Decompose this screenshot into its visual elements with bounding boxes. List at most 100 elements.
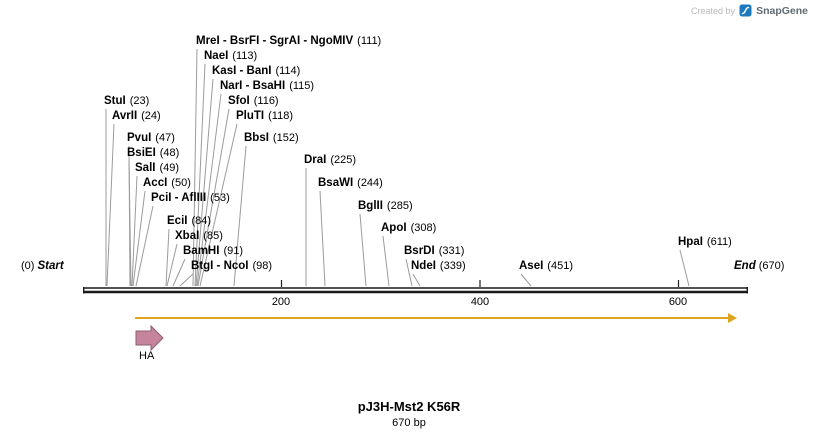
enzyme-position: (23) (129, 95, 150, 107)
enzyme-position: (115) (289, 80, 315, 92)
leader-line (132, 190, 146, 287)
leader-line (135, 205, 154, 287)
enzyme-label-sfoi[interactable]: SfoI (116) (228, 95, 279, 108)
leader-line (679, 249, 690, 287)
enzyme-position: (50) (171, 177, 191, 189)
leader-line (131, 175, 138, 287)
enzyme-name: NaeI (204, 50, 229, 62)
enzyme-position: (308) (410, 222, 437, 234)
enzyme-name: BtgI - NcoI (191, 260, 249, 272)
leader-line (359, 213, 367, 287)
enzyme-label-bamhi[interactable]: BamHI (91) (183, 245, 243, 258)
end-position: (670) (758, 260, 785, 272)
enzyme-label-drai[interactable]: DraI (225) (304, 154, 356, 167)
enzyme-name: AseI (519, 260, 544, 272)
leader-line (165, 228, 170, 287)
enzyme-name: NarI - BsaHI (220, 80, 286, 92)
enzyme-label-stui[interactable]: StuI (23) (104, 95, 149, 108)
enzyme-name: AvrII (112, 110, 138, 122)
tick-label-400: 400 (470, 296, 490, 308)
snapgene-brand-text: SnapGene (756, 4, 808, 17)
enzyme-label-xbai[interactable]: XbaI (85) (175, 230, 223, 243)
leader-line (128, 160, 132, 287)
leader-line (106, 123, 115, 287)
enzyme-label-hpai[interactable]: HpaI (611) (678, 236, 732, 249)
enzyme-label-bsawi[interactable]: BsaWI (244) (318, 177, 383, 190)
start-position: (0) (21, 260, 35, 272)
tick-label-600: 600 (668, 296, 688, 308)
title-block: pJ3H-Mst2 K56R 670 bp (0, 399, 818, 430)
enzyme-name: NdeI (411, 260, 436, 272)
enzyme-label-pvui[interactable]: PvuI (47) (127, 132, 175, 145)
enzyme-label-ecii[interactable]: EciI (84) (167, 215, 211, 228)
leader-line (196, 93, 222, 287)
enzyme-position: (111) (357, 35, 382, 47)
enzyme-label-apoi[interactable]: ApoI (308) (381, 222, 436, 235)
snapgene-watermark: Created by SnapGene (691, 4, 808, 17)
enzyme-position: (98) (252, 260, 273, 272)
enzyme-name: XbaI (175, 230, 200, 242)
enzyme-position: (118) (268, 110, 293, 122)
enzyme-label-avrii[interactable]: AvrII (24) (112, 110, 161, 123)
enzyme-name: EciI (167, 215, 188, 227)
enzyme-position: (48) (159, 147, 180, 159)
enzyme-label-bglii[interactable]: BglII (285) (358, 200, 413, 213)
enzyme-name: SfoI (228, 95, 250, 107)
map-start-label: (0) Start (18, 260, 64, 273)
enzyme-label-pcii-afliii[interactable]: PciI - AflIII (53) (151, 192, 230, 205)
end-text: End (734, 260, 756, 272)
leader-line (319, 190, 326, 287)
enzyme-label-naei[interactable]: NaeI (113) (204, 50, 257, 63)
enzyme-label-bsrdi[interactable]: BsrDI (331) (404, 245, 464, 258)
leader-line (192, 48, 198, 287)
enzyme-position: (91) (223, 245, 243, 257)
enzyme-label-kasi-bani[interactable]: KasI - BanI (114) (212, 65, 300, 78)
enzyme-position: (285) (386, 200, 413, 212)
enzyme-position: (47) (155, 132, 175, 144)
enzyme-position: (53) (210, 192, 230, 204)
enzyme-position: (451) (547, 260, 573, 272)
enzyme-name: HpaI (678, 236, 703, 248)
enzyme-label-bbsi[interactable]: BbsI (152) (244, 132, 299, 145)
plasmid-title: pJ3H-Mst2 K56R (357, 399, 461, 414)
enzyme-name: MreI - BsrFI - SgrAI - NgoMIV (196, 35, 354, 47)
ha-feature-arrow[interactable] (135, 324, 164, 352)
created-by-text: Created by (691, 5, 736, 16)
start-text: Start (37, 260, 64, 272)
enzyme-label-ndei[interactable]: NdeI (339) (411, 260, 466, 273)
feature-arrowhead-icon[interactable] (728, 313, 737, 323)
enzyme-position: (114) (275, 65, 301, 77)
enzyme-label-nari-bsahi[interactable]: NarI - BsaHI (115) (220, 80, 314, 93)
enzyme-name: DraI (304, 154, 327, 166)
enzyme-position: (331) (438, 245, 465, 257)
enzyme-name: KasI - BanI (212, 65, 272, 77)
enzyme-position: (113) (232, 50, 258, 62)
tick-label-200: 200 (271, 296, 291, 308)
enzyme-name: PluTI (236, 110, 265, 122)
ha-feature-label[interactable]: HA (139, 350, 155, 362)
enzyme-label-bsiei[interactable]: BsiEI (48) (127, 147, 179, 160)
map-end-label: End (670) (734, 260, 787, 273)
enzyme-label-btgi-ncoi[interactable]: BtgI - NcoI (98) (191, 260, 272, 273)
enzyme-position: (84) (191, 215, 212, 227)
leader-line (233, 145, 247, 287)
enzyme-name: StuI (104, 95, 126, 107)
leader-line (179, 273, 194, 287)
enzyme-position: (339) (439, 260, 466, 272)
plasmid-length: 670 bp (392, 417, 426, 429)
enzyme-position: (24) (141, 110, 161, 122)
enzyme-name: SalI (135, 162, 156, 174)
enzyme-label-asei[interactable]: AseI (451) (519, 260, 573, 273)
enzyme-name: AccI (143, 177, 168, 189)
enzyme-name: BamHI (183, 245, 220, 257)
enzyme-position: (244) (357, 177, 383, 189)
enzyme-position: (152) (272, 132, 299, 144)
enzyme-label-acci[interactable]: AccI (50) (143, 177, 191, 190)
enzyme-label-pluti[interactable]: PluTI (118) (236, 110, 293, 123)
enzyme-name: BbsI (244, 132, 269, 144)
enzyme-label-sali[interactable]: SalI (49) (135, 162, 179, 175)
enzyme-label-mrei-group[interactable]: MreI - BsrFI - SgrAI - NgoMIV (111) (196, 35, 381, 48)
enzyme-name: BsaWI (318, 177, 354, 189)
leader-line (166, 243, 178, 287)
